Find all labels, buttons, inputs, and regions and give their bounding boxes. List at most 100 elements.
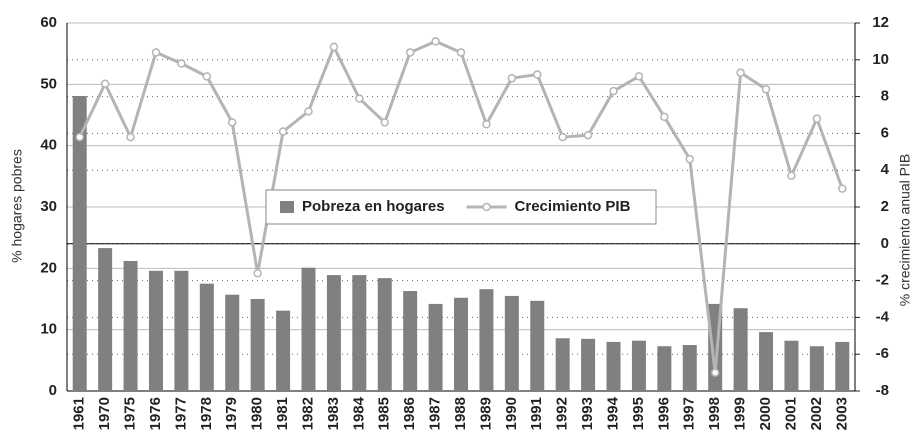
marker (812, 114, 822, 123)
bar (403, 291, 418, 391)
marker (710, 368, 720, 377)
marker (304, 107, 313, 116)
marker (100, 79, 110, 88)
marker (227, 118, 237, 127)
y2-tick-label: 0 (881, 235, 889, 252)
x-tick-label: 1999 (732, 397, 749, 430)
marker (329, 42, 339, 52)
y-tick-label: 20 (40, 259, 57, 276)
y-tick-label: 0 (49, 382, 57, 399)
x-tick-label: 1977 (172, 397, 189, 430)
bar (657, 346, 672, 391)
y2-tick-label: 10 (872, 51, 889, 68)
y-tick-label: 10 (40, 321, 57, 338)
bar (606, 341, 621, 391)
bar (174, 270, 189, 391)
x-tick-label: 1990 (503, 397, 520, 430)
x-tick-label: 1992 (554, 397, 571, 430)
y2-tick-label: -6 (876, 345, 889, 362)
bar (148, 270, 163, 391)
x-tick-label: 1986 (401, 397, 418, 430)
x-tick-label: 2001 (782, 397, 799, 430)
bar (199, 283, 214, 391)
marker (685, 154, 695, 164)
bar (250, 299, 265, 391)
bar (301, 267, 316, 391)
y2-axis-label: % crecimiento anual PIB (897, 154, 913, 307)
bar (428, 303, 443, 391)
y2-tick-label: 2 (881, 198, 889, 215)
x-tick-label: 1982 (299, 397, 316, 430)
marker (405, 48, 415, 57)
bar (123, 260, 138, 391)
x-tick-label: 1970 (96, 397, 113, 430)
marker (456, 48, 466, 57)
legend-marker (482, 202, 491, 212)
bar (72, 95, 87, 391)
y2-tick-label: 12 (872, 14, 889, 31)
marker (278, 127, 288, 136)
marker (583, 130, 593, 140)
x-tick-label: 1985 (376, 397, 393, 430)
bar (276, 310, 291, 391)
marker (253, 268, 262, 278)
x-tick-label: 2003 (833, 397, 850, 430)
x-tick-label: 1991 (528, 397, 545, 430)
marker (482, 119, 491, 129)
y2-tick-label: 6 (881, 124, 889, 141)
marker (609, 86, 618, 96)
bar (225, 294, 240, 391)
x-tick-label: 1981 (274, 397, 291, 430)
marker (558, 132, 567, 142)
y-tick-label: 30 (40, 198, 57, 215)
marker (838, 184, 847, 193)
marker (507, 73, 517, 83)
marker (380, 118, 389, 127)
bar (631, 340, 646, 391)
y2-tick-label: 8 (881, 88, 889, 105)
marker (126, 132, 135, 142)
bar (352, 275, 367, 391)
bar (377, 278, 392, 391)
bar (504, 295, 519, 391)
legend-swatch (280, 201, 294, 213)
y2-tick-label: -4 (876, 308, 890, 325)
marker (787, 171, 796, 180)
x-tick-label: 1987 (427, 397, 444, 430)
bar (555, 338, 570, 391)
x-tick-label: 1978 (198, 397, 215, 430)
y2-tick-label: -8 (876, 382, 889, 399)
bar (835, 341, 850, 391)
x-tick-label: 1989 (477, 397, 494, 430)
x-tick-label: 1976 (147, 397, 164, 430)
bar (759, 332, 774, 391)
x-tick-label: 1975 (122, 397, 139, 430)
y-tick-label: 50 (40, 75, 57, 92)
marker (660, 112, 669, 122)
marker (533, 70, 542, 79)
x-tick-label: 1996 (655, 397, 672, 430)
x-tick-label: 1998 (706, 397, 723, 430)
bar (479, 289, 494, 391)
x-tick-label: 1988 (452, 397, 469, 430)
bar (530, 300, 545, 391)
y2-tick-label: -2 (876, 272, 889, 289)
bar (326, 275, 341, 391)
bar (581, 338, 596, 391)
marker (151, 48, 161, 57)
x-tick-label: 1980 (249, 397, 266, 430)
marker (177, 59, 186, 68)
marker (736, 68, 745, 77)
bar (733, 308, 748, 391)
x-tick-label: 2000 (757, 397, 774, 430)
x-tick-label: 2002 (808, 397, 825, 430)
legend-label: Crecimiento PIB (515, 198, 631, 215)
marker (75, 132, 84, 142)
x-tick-label: 1979 (223, 397, 240, 430)
marker (202, 72, 212, 81)
marker (355, 94, 364, 103)
x-tick-label: 1961 (71, 397, 88, 430)
x-tick-label: 1983 (325, 397, 342, 430)
legend-box (265, 189, 657, 225)
